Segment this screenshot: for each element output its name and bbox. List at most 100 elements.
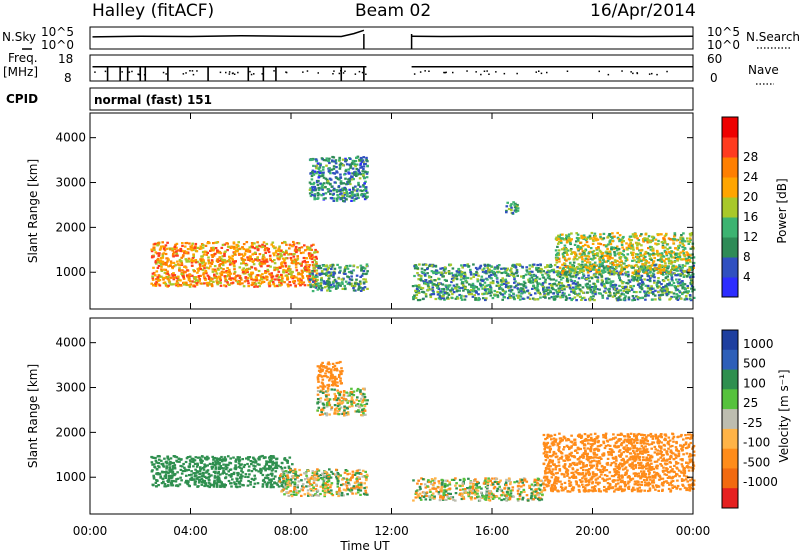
echo-cell <box>167 279 171 282</box>
echo-cell <box>258 458 261 461</box>
echo-cell <box>313 194 316 197</box>
echo-cell <box>235 275 238 278</box>
echo-cell <box>356 194 360 197</box>
echo-cell <box>344 266 347 269</box>
echo-cell <box>626 248 629 251</box>
echo-cell <box>688 232 692 235</box>
echo-cell <box>587 255 591 258</box>
echo-cell <box>364 189 368 192</box>
echo-cell <box>345 183 348 186</box>
echo-cell <box>596 276 600 279</box>
echo-cell <box>442 287 446 291</box>
echo-cell <box>215 241 219 244</box>
echo-cell <box>348 281 351 284</box>
echo-cell <box>661 291 664 294</box>
echo-cell <box>265 485 269 488</box>
echo-cell <box>285 251 288 254</box>
echo-cell <box>212 485 216 488</box>
echo-cell <box>663 240 667 243</box>
echo-cell <box>214 467 218 470</box>
echo-cell <box>259 467 262 470</box>
echo-cell <box>500 283 503 286</box>
echo-cell <box>207 481 211 484</box>
echo-cell <box>679 258 683 261</box>
echo-cell <box>459 296 463 299</box>
echo-cell <box>292 476 295 479</box>
echo-cell <box>421 287 425 290</box>
echo-cell <box>194 456 198 459</box>
echo-cell <box>261 485 265 488</box>
echo-cell <box>481 270 485 273</box>
echo-cell <box>181 242 184 245</box>
echo-cell <box>464 279 467 282</box>
echo-cell <box>470 284 473 287</box>
echo-cell <box>201 471 205 474</box>
echo-cell <box>234 276 237 279</box>
echo-cell <box>250 271 253 274</box>
echo-cell <box>534 288 538 291</box>
echo-cell <box>324 281 328 284</box>
echo-cell <box>561 276 565 279</box>
echo-cell <box>502 282 506 285</box>
echo-cell <box>437 287 441 290</box>
echo-cell <box>200 477 204 481</box>
echo-cell <box>190 473 193 476</box>
echo-cell <box>439 290 442 293</box>
echo-cell <box>211 260 214 263</box>
noise-left-tick-top: 10^5 <box>41 25 74 39</box>
echo-cell <box>365 196 368 200</box>
echo-cell <box>591 298 595 301</box>
echo-cell <box>303 269 307 272</box>
echo-cell <box>314 277 317 280</box>
echo-cell <box>165 272 168 275</box>
echo-cell <box>317 176 321 179</box>
echo-cell <box>155 282 159 285</box>
echo-cell <box>187 284 191 287</box>
echo-cell <box>332 165 336 168</box>
echo-cell <box>599 235 602 239</box>
echo-cell <box>663 270 667 273</box>
echo-cell <box>489 286 493 290</box>
echo-cell <box>357 285 361 288</box>
echo-cell <box>644 269 648 273</box>
echo-cell <box>350 275 353 278</box>
echo-cell <box>631 277 635 280</box>
echo-cell <box>680 297 683 300</box>
echo-cell <box>296 257 300 260</box>
echo-cell <box>175 484 179 487</box>
echo-cell <box>569 240 572 243</box>
echo-cell <box>335 170 338 173</box>
echo-cell <box>322 192 325 196</box>
echo-cell <box>336 177 340 181</box>
echo-cell <box>678 290 681 293</box>
echo-cell <box>158 458 161 461</box>
echo-cell <box>217 268 220 271</box>
echo-cell <box>354 487 357 490</box>
echo-cell <box>248 267 252 270</box>
echo-cell <box>151 463 154 466</box>
echo-cell <box>175 246 178 249</box>
echo-cell <box>632 235 636 238</box>
echo-cell <box>664 234 668 237</box>
echo-cell <box>219 252 223 255</box>
echo-cell <box>199 265 202 268</box>
echo-cell <box>292 260 296 263</box>
echo-cell <box>218 265 221 268</box>
echo-cell <box>208 485 211 489</box>
echo-cell <box>522 275 526 278</box>
echo-cell <box>342 272 346 275</box>
echo-cell <box>280 484 283 488</box>
echo-cell <box>338 271 341 274</box>
echo-cell <box>344 280 348 283</box>
echo-cell <box>333 197 336 200</box>
nave-dot <box>306 70 309 72</box>
echo-cell <box>315 272 319 275</box>
echo-cell <box>332 282 335 285</box>
echo-cell <box>362 172 365 176</box>
echo-cell <box>366 270 369 273</box>
echo-cell <box>612 273 616 276</box>
echo-cell <box>572 286 575 289</box>
echo-cell <box>249 483 252 486</box>
echo-cell <box>536 263 539 267</box>
